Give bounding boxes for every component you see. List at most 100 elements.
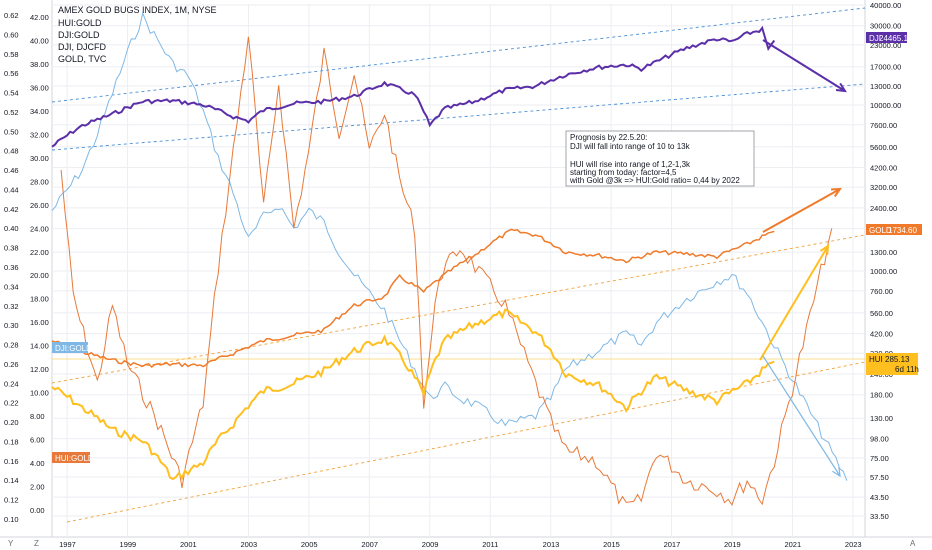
right-tick-label: 560.00 xyxy=(870,309,893,318)
left-near-tick-label: 28.00 xyxy=(30,177,49,186)
time-tick-label: 2003 xyxy=(240,540,257,549)
right-tick-label: 10000.00 xyxy=(870,101,901,110)
left-far-tick-label: 0.28 xyxy=(4,341,19,350)
left-far-tick-label: 0.60 xyxy=(4,30,19,39)
time-tick-label: 2011 xyxy=(482,540,498,549)
time-tick-label: 2013 xyxy=(543,540,560,549)
right-tick-label: 4200.00 xyxy=(870,164,897,173)
right-tick-label: 320.00 xyxy=(870,349,893,358)
series-dji xyxy=(51,25,776,148)
right-tick-label: 420.00 xyxy=(870,330,893,339)
left-far-tick-label: 0.18 xyxy=(4,437,19,446)
right-tick-label: 2400.00 xyxy=(870,204,897,213)
time-tick-label: 2015 xyxy=(603,540,620,549)
right-tick-label: 5600.00 xyxy=(870,143,897,152)
left-near-tick-label: 32.00 xyxy=(30,130,49,139)
time-tick-label: 2007 xyxy=(361,540,378,549)
left-near-tick-label: 30.00 xyxy=(30,154,49,163)
left-far-tick-label: 0.36 xyxy=(4,263,19,272)
right-tick-label: 7600.00 xyxy=(870,121,897,130)
left-near-tick-label: 0.00 xyxy=(30,506,45,515)
left-axis-panel xyxy=(0,0,52,537)
left-far-tick-label: 0.22 xyxy=(4,399,19,408)
left-near-tick-label: 6.00 xyxy=(30,436,45,445)
left-far-tick-label: 0.62 xyxy=(4,11,19,20)
left-near-tick-label: 8.00 xyxy=(30,412,45,421)
left-near-tick-label: 42.00 xyxy=(30,13,49,22)
left-far-tick-label: 0.10 xyxy=(4,515,19,524)
time-tick-label: 2023 xyxy=(845,540,862,549)
time-tick-label: 2021 xyxy=(784,540,801,549)
time-tick-label: 2019 xyxy=(724,540,741,549)
right-tick-label: 23000.00 xyxy=(870,41,901,50)
left-near-tick-label: 34.00 xyxy=(30,107,49,116)
left-far-tick-label: 0.32 xyxy=(4,302,19,311)
left-far-tick-label: 0.46 xyxy=(4,166,19,175)
hui-channel-lower xyxy=(67,361,866,523)
time-tick-label: 2005 xyxy=(301,540,318,549)
right-tick-label: 130.00 xyxy=(870,414,893,423)
left-far-tick-label: 0.14 xyxy=(4,476,19,485)
right-tick-label: 75.00 xyxy=(870,454,889,463)
left-far-tick-label: 0.12 xyxy=(4,496,19,505)
right-tick-label: 1000.00 xyxy=(870,267,897,276)
dji-gold-projection-arrow xyxy=(762,355,841,477)
right-tick-label: 1800.00 xyxy=(870,225,897,234)
right-tick-label: 30000.00 xyxy=(870,22,901,31)
left-far-tick-label: 0.54 xyxy=(4,89,19,98)
right-tick-label: 17000.00 xyxy=(870,63,901,72)
series-dji-gold xyxy=(51,11,848,481)
left-near-tick-label: 10.00 xyxy=(30,389,49,398)
right-tick-label: 13000.00 xyxy=(870,82,901,91)
time-tick-label: 1997 xyxy=(59,540,76,549)
left-far-tick-label: 0.16 xyxy=(4,457,19,466)
series-gold xyxy=(51,228,775,368)
left-near-tick-label: 40.00 xyxy=(30,36,49,45)
gold-projection-arrow xyxy=(762,188,841,233)
left-near-tick-label: 4.00 xyxy=(30,459,45,468)
time-tick-label: 2001 xyxy=(180,540,197,549)
time-tick-label: 2017 xyxy=(664,540,681,549)
left-near-tick-label: 26.00 xyxy=(30,201,49,210)
left-far-tick-label: 0.20 xyxy=(4,418,19,427)
right-tick-label: 180.00 xyxy=(870,391,893,400)
dji-projection-arrow xyxy=(762,39,846,92)
time-tick-label: 1999 xyxy=(120,540,137,549)
left-near-tick-label: 18.00 xyxy=(30,295,49,304)
left-far-tick-label: 0.38 xyxy=(4,244,19,253)
series-hui-gold xyxy=(60,36,833,506)
left-near-tick-label: 36.00 xyxy=(30,83,49,92)
right-tick-label: 1300.00 xyxy=(870,248,897,257)
left-far-tick-label: 0.34 xyxy=(4,282,19,291)
right-tick-label: 43.50 xyxy=(870,493,889,502)
left-far-tick-label: 0.42 xyxy=(4,205,19,214)
left-near-tick-label: 38.00 xyxy=(30,60,49,69)
gold-projection-arrow-head xyxy=(830,187,843,197)
dji-gold-projection-arrow-head xyxy=(832,466,841,478)
left-far-tick-label: 0.44 xyxy=(4,185,19,194)
hui-channel-upper xyxy=(51,234,866,384)
right-tick-label: 760.00 xyxy=(870,287,893,296)
left-far-tick-label: 0.58 xyxy=(4,50,19,59)
dji-channel-lower xyxy=(51,83,866,151)
left-far-tick-label: 0.52 xyxy=(4,108,19,117)
left-far-tick-label: 0.26 xyxy=(4,360,19,369)
series-hui xyxy=(51,308,775,481)
hui-projection-arrow xyxy=(759,245,829,361)
left-near-tick-label: 24.00 xyxy=(30,224,49,233)
dji-channel-upper xyxy=(51,7,866,103)
right-tick-label: 3200.00 xyxy=(870,183,897,192)
left-far-tick-label: 0.30 xyxy=(4,321,19,330)
right-tick-label: 240.00 xyxy=(870,370,893,379)
left-far-tick-label: 0.24 xyxy=(4,379,19,388)
left-near-tick-label: 22.00 xyxy=(30,248,49,257)
left-far-tick-label: 0.48 xyxy=(4,147,19,156)
time-tick-label: 2009 xyxy=(422,540,439,549)
left-far-tick-label: 0.56 xyxy=(4,69,19,78)
hui-projection-arrow-head xyxy=(819,244,830,256)
left-near-tick-label: 20.00 xyxy=(30,271,49,280)
dji-projection-arrow-head xyxy=(835,82,847,93)
right-tick-label: 33.50 xyxy=(870,512,889,521)
